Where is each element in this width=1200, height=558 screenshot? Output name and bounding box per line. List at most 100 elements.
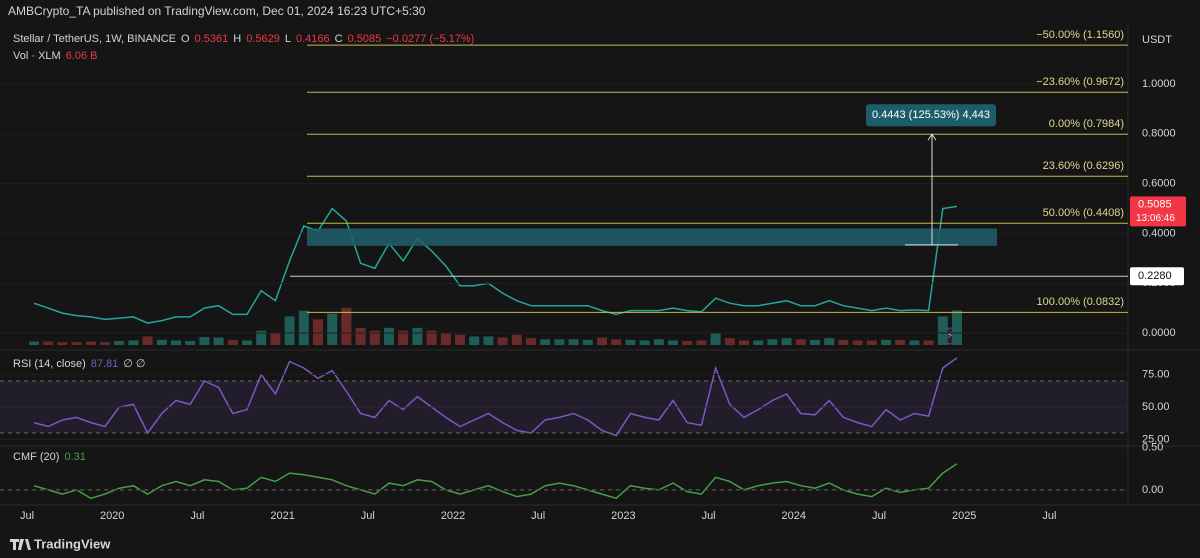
rsi-band	[0, 381, 1128, 434]
x-tick-label: 2020	[100, 510, 124, 522]
y-tick-label: 50.00	[1142, 401, 1170, 413]
y-tick-label: 25.00	[1142, 433, 1170, 445]
resistance-zone	[307, 228, 997, 246]
change: −0.0277 (−5.17%)	[386, 33, 474, 45]
volume-bar	[795, 339, 806, 345]
rsi-name: RSI (14, close)	[13, 358, 86, 370]
volume-bar	[895, 339, 906, 345]
support-box	[1130, 267, 1184, 286]
measure-label: 0.4443 (125.53%) 4,443	[872, 109, 990, 121]
volume-bar	[838, 339, 849, 345]
ohlc-value: 0.5629	[246, 33, 280, 45]
volume-bar	[29, 341, 39, 345]
volume-bar	[739, 340, 749, 345]
volume-bar	[710, 333, 721, 345]
volume-bar	[909, 340, 920, 345]
fib-label: 0.00% (0.7984)	[1049, 118, 1124, 130]
volume-bar	[923, 340, 934, 345]
x-tick-label: Jul	[20, 510, 34, 522]
volume-bar	[369, 330, 380, 345]
volume-bar	[128, 340, 139, 345]
volume-bar	[781, 338, 792, 345]
volume-name: Vol · XLM	[13, 50, 61, 62]
currency: USDT	[1142, 34, 1172, 46]
volume-bar	[611, 339, 622, 345]
volume-bar	[696, 340, 707, 345]
volume-bar	[270, 333, 281, 345]
arrow-head	[927, 133, 937, 141]
publisher-line: AMBCrypto_TA published on TradingView.co…	[8, 4, 426, 18]
y-tick-label: 75.00	[1142, 368, 1170, 380]
y-tick-label: 0.0000	[1142, 327, 1176, 339]
ohlc-key: H	[233, 33, 241, 45]
volume-bar	[483, 336, 494, 345]
y-tick-label: 0.8000	[1142, 128, 1176, 140]
volume-bar	[355, 327, 366, 345]
volume-bar	[213, 337, 224, 345]
volume-bar	[497, 337, 508, 345]
volume-bar	[526, 338, 536, 345]
volume-bar	[384, 327, 394, 345]
fib-label: 50.00% (0.4408)	[1043, 207, 1124, 219]
x-tick-label: Jul	[1042, 510, 1056, 522]
volume-bar	[341, 307, 352, 345]
pane-legend: RSI (14, close) 87.81 ∅ ∅	[13, 358, 146, 370]
volume-bar	[412, 327, 423, 345]
volume-bar	[568, 339, 579, 345]
fib-label: 23.60% (0.6296)	[1043, 160, 1124, 172]
ohlc-key: C	[335, 33, 343, 45]
ohlc-value: 0.4166	[296, 33, 330, 45]
volume-bar	[227, 339, 238, 345]
volume-bar	[313, 319, 323, 345]
ohlc-key: O	[181, 33, 190, 45]
x-tick-label: 2021	[270, 510, 294, 522]
volume-bar	[597, 337, 607, 345]
cmf-name: CMF (20)	[13, 451, 59, 463]
last-price: 0.5085	[1138, 198, 1172, 210]
volume-bar	[824, 338, 835, 345]
ohlc-value: 0.5085	[348, 33, 382, 45]
price-line	[33, 205, 958, 324]
measure-box	[866, 104, 996, 127]
x-tick-label: Jul	[361, 510, 375, 522]
volume-bar	[398, 330, 409, 345]
ohlc-value: 0.5361	[195, 33, 229, 45]
volume-bar	[639, 340, 650, 345]
fib-label: −50.00% (1.1560)	[1036, 29, 1124, 41]
volume-bar	[866, 340, 877, 345]
ohlc-key: L	[285, 33, 291, 45]
volume-bar	[767, 339, 778, 345]
pane-legend: Vol · XLM 6.06 B	[13, 50, 98, 62]
volume-bar	[57, 342, 68, 345]
x-tick-label: 2025	[952, 510, 976, 522]
volume-bar	[85, 341, 96, 345]
x-tick-label: Jul	[872, 510, 886, 522]
volume-bar	[426, 330, 437, 345]
rsi-extra: ∅ ∅	[123, 358, 145, 370]
volume-bar	[582, 339, 593, 345]
pane-legend: CMF (20) 0.31	[13, 451, 86, 463]
volume-value: 6.06 B	[66, 50, 98, 62]
volume-bar	[242, 340, 252, 345]
volume-bar	[668, 340, 678, 345]
volume-bar	[43, 341, 54, 345]
x-tick-label: Jul	[531, 510, 545, 522]
volume-bar	[298, 310, 309, 345]
volume-bar	[171, 340, 181, 345]
volume-bar	[540, 339, 551, 345]
x-tick-label: Jul	[190, 510, 204, 522]
fib-label: −23.60% (0.9672)	[1036, 76, 1124, 88]
event-icon-glyph: ⚡	[946, 331, 953, 342]
volume-bar	[100, 342, 110, 345]
pane-legend: Stellar / TetherUS, 1W, BINANCE O 0.5361 H 0…	[13, 33, 474, 45]
volume-bar	[142, 336, 153, 345]
footer	[0, 530, 1200, 558]
volume-bar	[625, 339, 636, 345]
volume-bar	[71, 342, 82, 345]
volume-bar	[511, 334, 522, 345]
volume-bar	[554, 339, 565, 345]
x-tick-label: 2024	[782, 510, 806, 522]
x-tick-label: Jul	[702, 510, 716, 522]
volume-bar	[881, 339, 891, 345]
